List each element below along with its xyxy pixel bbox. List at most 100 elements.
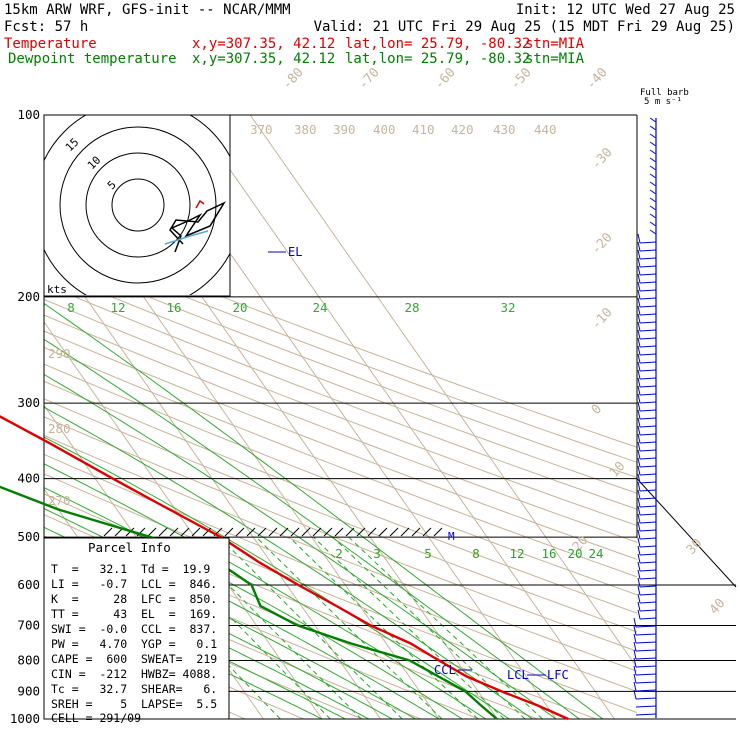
pressure-label: 1000 xyxy=(10,711,40,726)
wind-barb xyxy=(649,197,657,203)
dry-adiabat-line xyxy=(44,239,637,463)
wind-barb-flag xyxy=(637,489,641,500)
mixing-ratio-line xyxy=(289,536,479,719)
moist-adiabat-line xyxy=(44,585,323,719)
parcel-row: T = 32.1 Td = 19.9 xyxy=(51,562,210,576)
wind-barb-flag xyxy=(633,617,637,628)
forecast-hour: Fcst: 57 h xyxy=(4,19,88,35)
wind-barb xyxy=(639,505,657,508)
dry-adiabat-line xyxy=(44,330,637,560)
wind-barb-flag xyxy=(637,553,641,564)
wind-barb xyxy=(649,125,657,131)
wind-barb xyxy=(635,657,657,660)
hatch-mark xyxy=(147,527,157,537)
lfc-marker: LFC xyxy=(547,668,569,682)
parcel-row: K = 28 LFC = 850. xyxy=(51,592,217,606)
ccl-marker: CCL xyxy=(434,663,456,677)
wind-barb-flag xyxy=(633,689,637,700)
temperature-legend-stn: stn=MIA xyxy=(525,36,585,52)
wind-barb-flag xyxy=(637,353,641,364)
m-marker: M xyxy=(448,530,455,543)
full-barb-units: 5 m s⁻¹ xyxy=(644,97,682,107)
theta-label: 440 xyxy=(534,122,557,137)
dewpoint-legend-latlon: lat,lon= 25.79, -80.32 xyxy=(345,51,530,67)
hatch-mark xyxy=(180,527,190,537)
moist-adiabat-labels: 8 12 16 20 24 28 32 xyxy=(67,300,515,315)
wind-barb xyxy=(639,609,657,612)
wind-barb-flag xyxy=(637,273,641,284)
wind-barb xyxy=(639,521,657,524)
wind-barb xyxy=(649,157,657,163)
wind-barb xyxy=(639,561,657,564)
parcel-info-title: Parcel Info xyxy=(88,540,171,555)
wind-barb-flag xyxy=(633,641,637,652)
wind-barb-flag xyxy=(637,481,641,492)
wind-barb-flag xyxy=(637,513,641,524)
pressure-label: 800 xyxy=(17,652,40,667)
hatch-mark xyxy=(202,527,212,537)
wind-barb xyxy=(639,433,657,436)
temperature-legend-label: Temperature xyxy=(4,36,97,52)
wind-barb-flag xyxy=(637,241,641,252)
wind-barb xyxy=(649,133,657,139)
isotherm-label: 40 xyxy=(707,596,729,618)
parcel-info-box xyxy=(43,537,230,720)
wind-barb-flag xyxy=(637,465,641,476)
wind-barb-flag xyxy=(637,345,641,356)
parcel-row: TT = 43 EL = 169. xyxy=(51,607,217,621)
theta-label: 290 xyxy=(48,346,71,361)
isotherm-label: -70 xyxy=(356,65,383,92)
wind-barb-flag xyxy=(637,537,641,548)
pressure-label: 200 xyxy=(17,289,40,304)
isotherm-line xyxy=(44,320,323,719)
theta-label: 420 xyxy=(451,122,474,137)
dewpoint-profile xyxy=(0,485,498,720)
theta-label: 410 xyxy=(412,122,435,137)
wind-barb xyxy=(639,417,657,420)
parcel-row: SREH = 5 LAPSE= 5.5 xyxy=(51,697,217,711)
hatch-mark xyxy=(367,527,377,537)
hodograph-frame xyxy=(43,114,231,297)
wind-barb xyxy=(639,465,657,468)
isotherm-line xyxy=(44,237,381,719)
moist-adiabat-label: 24 xyxy=(312,300,327,315)
hatch-mark xyxy=(433,527,443,537)
wind-barb xyxy=(635,713,657,716)
wind-barbs xyxy=(633,117,657,718)
wind-barb-flag xyxy=(637,329,641,340)
wind-barb xyxy=(639,337,657,340)
wind-barb xyxy=(635,665,657,668)
moist-adiabat-line xyxy=(44,436,510,719)
wind-barb-flag xyxy=(637,457,641,468)
init-time: Init: 12 UTC Wed 27 Aug 25 xyxy=(516,2,735,18)
isotherm-label: -40 xyxy=(584,65,611,92)
hatch-mark xyxy=(378,527,388,537)
wind-barb xyxy=(639,329,657,332)
hatch-mark xyxy=(301,527,311,537)
wind-barb-flag xyxy=(637,265,641,276)
wind-barb xyxy=(639,297,657,300)
wind-barb xyxy=(649,173,657,179)
hatch-mark xyxy=(312,527,322,537)
wind-barb xyxy=(649,141,657,147)
wind-barb-flag xyxy=(637,337,641,348)
moist-adiabat-label: 16 xyxy=(166,300,181,315)
wind-barb-flag xyxy=(633,665,637,676)
theta-label: 380 xyxy=(294,122,317,137)
hatch-mark xyxy=(103,527,113,537)
wind-barb xyxy=(639,425,657,428)
moist-adiabat-label: 28 xyxy=(404,300,419,315)
dry-adiabat-line xyxy=(44,225,637,448)
full-barb-label: Full barb xyxy=(640,88,689,98)
dewpoint-legend-xy: x,y=307.35, 42.12 xyxy=(192,51,335,67)
wind-barb xyxy=(639,313,657,316)
parcel-row: CELL = 291/09 xyxy=(51,711,141,725)
wind-barb-flag xyxy=(637,369,641,380)
wind-barb-flag xyxy=(637,561,641,572)
wind-barb xyxy=(635,649,657,652)
isotherm-label: 10 xyxy=(607,459,629,481)
dry-adiabat-line xyxy=(44,363,637,596)
wind-barb xyxy=(639,489,657,492)
dry-adiabat-line xyxy=(44,268,637,494)
